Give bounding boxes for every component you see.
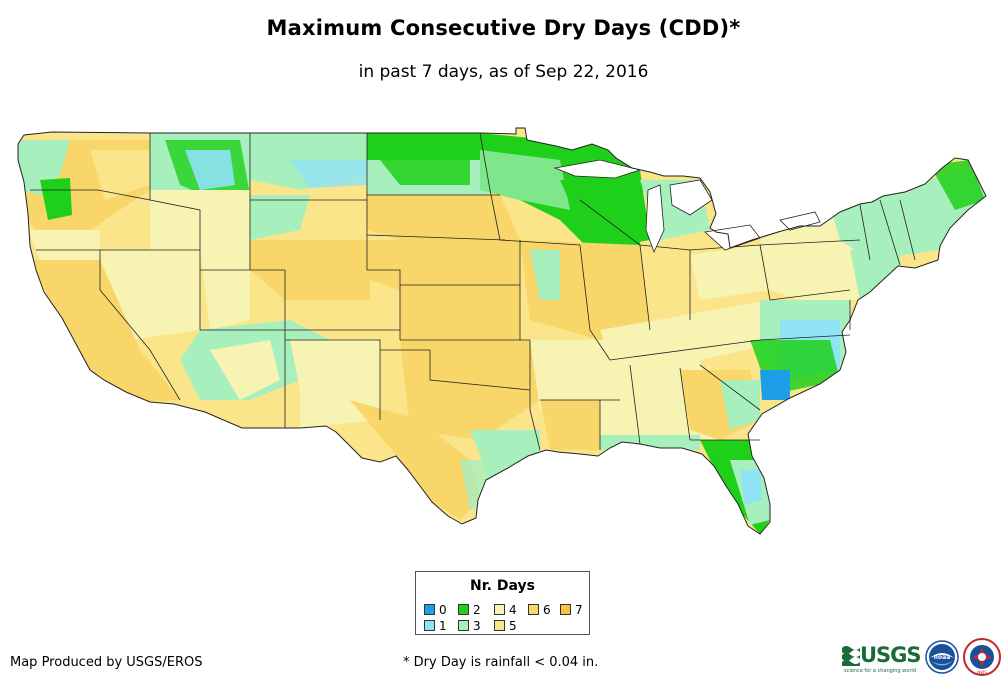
svg-text:noaa: noaa (934, 654, 951, 661)
svg-text:NWS: NWS (977, 670, 987, 675)
legend-title: Nr. Days (470, 578, 535, 594)
legend-swatch-7 (560, 604, 571, 615)
great-lakes (553, 159, 821, 254)
legend-swatch-3 (458, 620, 469, 631)
nws-logo: NWS (963, 638, 1001, 676)
legend-swatch-0 (424, 604, 435, 615)
map-legend: Nr. Days 0 1 2 3 4 5 6 7 (415, 571, 590, 635)
noaa-logo: noaa (925, 640, 959, 674)
state-borders (30, 132, 916, 451)
legend-swatch-5 (494, 620, 505, 631)
map-subtitle: in past 7 days, as of Sep 22, 2016 (358, 62, 649, 82)
agency-logos: USGS science for a changing world noaa N… (842, 638, 1002, 678)
credit-producer: Map Produced by USGS/EROS (10, 655, 203, 670)
legend-swatch-6 (528, 604, 539, 615)
map-title: Maximum Consecutive Dry Days (CDD)* (266, 16, 741, 40)
legend-swatch-1 (424, 620, 435, 631)
legend-swatch-2 (458, 604, 469, 615)
usgs-waves-icon (842, 646, 860, 666)
legend-swatch-4 (494, 604, 505, 615)
dry-day-footnote: * Dry Day is rainfall < 0.04 in. (403, 655, 599, 670)
